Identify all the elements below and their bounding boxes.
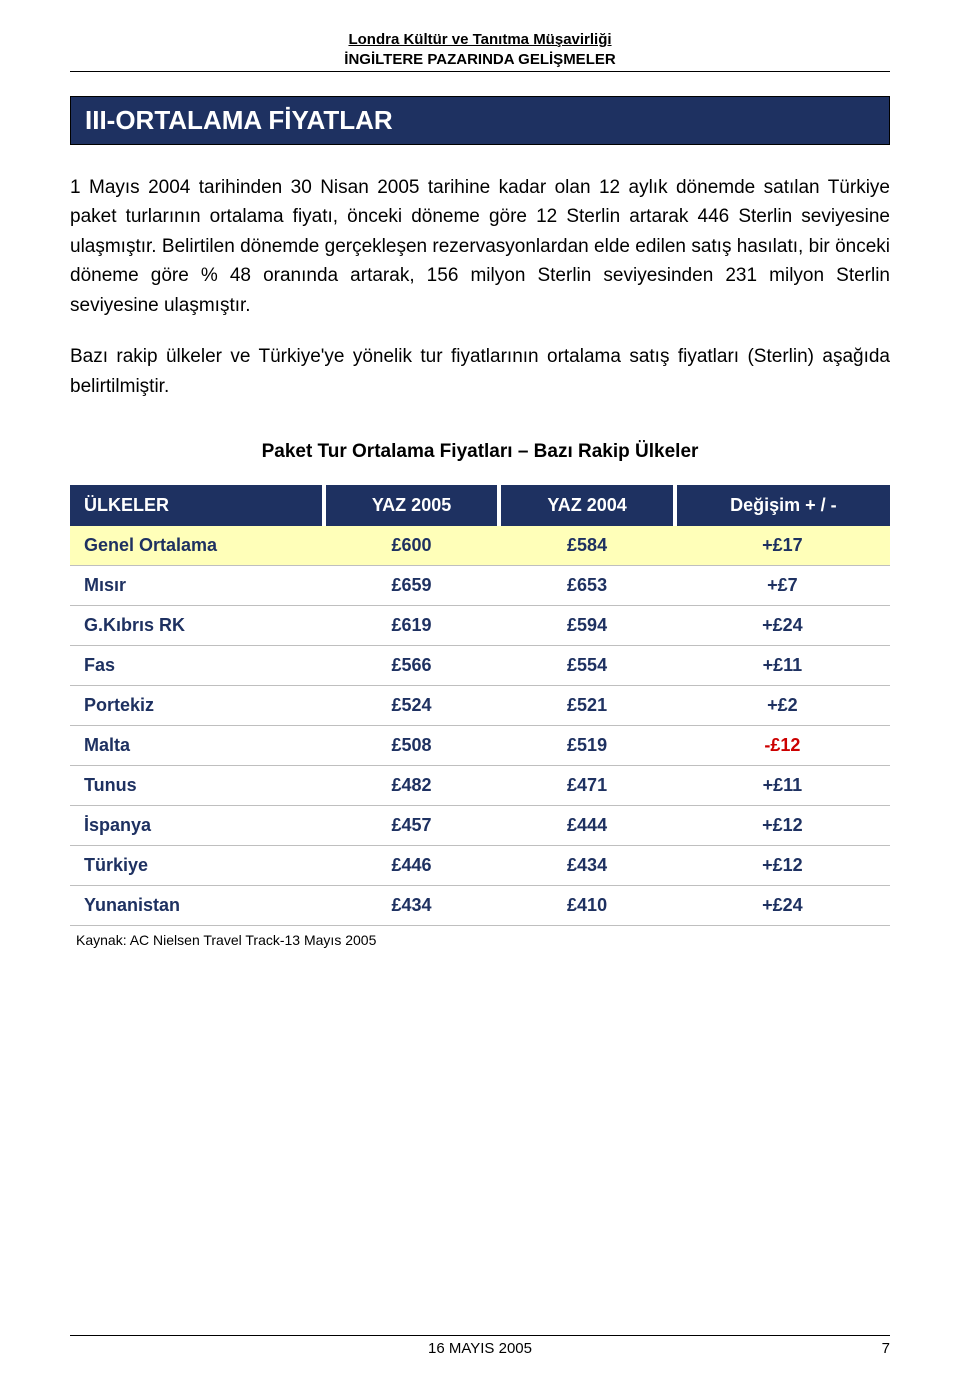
table-source: Kaynak: AC Nielsen Travel Track-13 Mayıs… (70, 932, 890, 948)
cell-change: +£11 (675, 766, 890, 806)
cell-2005: £659 (324, 566, 500, 606)
col-2004: YAZ 2004 (499, 485, 675, 526)
cell-2005: £482 (324, 766, 500, 806)
cell-change: +£17 (675, 526, 890, 566)
cell-2004: £594 (499, 606, 675, 646)
cell-country: Yunanistan (70, 886, 324, 926)
footer-date: 16 MAYIS 2005 (428, 1340, 532, 1357)
cell-country: Malta (70, 726, 324, 766)
table-header-row: ÜLKELER YAZ 2005 YAZ 2004 Değişim + / - (70, 485, 890, 526)
cell-country: İspanya (70, 806, 324, 846)
page-footer: 16 MAYIS 2005 7 (70, 1335, 890, 1357)
cell-change: -£12 (675, 726, 890, 766)
header-rule (70, 71, 890, 72)
cell-2005: £566 (324, 646, 500, 686)
table-row: Genel Ortalama£600£584+£17 (70, 526, 890, 566)
cell-country: Genel Ortalama (70, 526, 324, 566)
cell-2005: £434 (324, 886, 500, 926)
table-row: Portekiz£524£521+£2 (70, 686, 890, 726)
cell-2004: £444 (499, 806, 675, 846)
document-page: Londra Kültür ve Tanıtma Müşavirliği İNG… (0, 0, 960, 1381)
price-table: ÜLKELER YAZ 2005 YAZ 2004 Değişim + / - … (70, 485, 890, 926)
cell-2005: £524 (324, 686, 500, 726)
table-title: Paket Tur Ortalama Fiyatları – Bazı Raki… (70, 441, 890, 463)
cell-2004: £519 (499, 726, 675, 766)
footer-page-number: 7 (882, 1340, 890, 1357)
col-change: Değişim + / - (675, 485, 890, 526)
table-row: G.Kıbrıs RK£619£594+£24 (70, 606, 890, 646)
cell-2005: £619 (324, 606, 500, 646)
col-country: ÜLKELER (70, 485, 324, 526)
cell-2005: £446 (324, 846, 500, 886)
header-org: Londra Kültür ve Tanıtma Müşavirliği (70, 30, 890, 50)
col-2005: YAZ 2005 (324, 485, 500, 526)
cell-country: Tunus (70, 766, 324, 806)
header-subtitle: İNGİLTERE PAZARINDA GELİŞMELER (70, 50, 890, 70)
cell-change: +£24 (675, 886, 890, 926)
table-row: Mısır£659£653+£7 (70, 566, 890, 606)
cell-change: +£11 (675, 646, 890, 686)
cell-change: +£7 (675, 566, 890, 606)
cell-country: Türkiye (70, 846, 324, 886)
cell-change: +£12 (675, 846, 890, 886)
cell-change: +£24 (675, 606, 890, 646)
cell-country: G.Kıbrıs RK (70, 606, 324, 646)
cell-change: +£12 (675, 806, 890, 846)
table-row: Tunus£482£471+£11 (70, 766, 890, 806)
table-body: Genel Ortalama£600£584+£17Mısır£659£653+… (70, 526, 890, 926)
cell-2005: £508 (324, 726, 500, 766)
table-row: Fas£566£554+£11 (70, 646, 890, 686)
cell-2005: £600 (324, 526, 500, 566)
section-title-banner: III-ORTALAMA FİYATLAR (70, 96, 890, 145)
paragraph-2: Bazı rakip ülkeler ve Türkiye'ye yönelik… (70, 342, 890, 401)
table-row: İspanya£457£444+£12 (70, 806, 890, 846)
table-row: Türkiye£446£434+£12 (70, 846, 890, 886)
page-header: Londra Kültür ve Tanıtma Müşavirliği İNG… (70, 30, 890, 69)
table-row: Yunanistan£434£410+£24 (70, 886, 890, 926)
paragraph-1: 1 Mayıs 2004 tarihinden 30 Nisan 2005 ta… (70, 173, 890, 320)
cell-2005: £457 (324, 806, 500, 846)
cell-country: Fas (70, 646, 324, 686)
cell-2004: £434 (499, 846, 675, 886)
table-row: Malta£508£519-£12 (70, 726, 890, 766)
cell-2004: £554 (499, 646, 675, 686)
cell-2004: £410 (499, 886, 675, 926)
cell-2004: £653 (499, 566, 675, 606)
cell-2004: £471 (499, 766, 675, 806)
cell-change: +£2 (675, 686, 890, 726)
cell-2004: £521 (499, 686, 675, 726)
cell-country: Mısır (70, 566, 324, 606)
cell-country: Portekiz (70, 686, 324, 726)
cell-2004: £584 (499, 526, 675, 566)
